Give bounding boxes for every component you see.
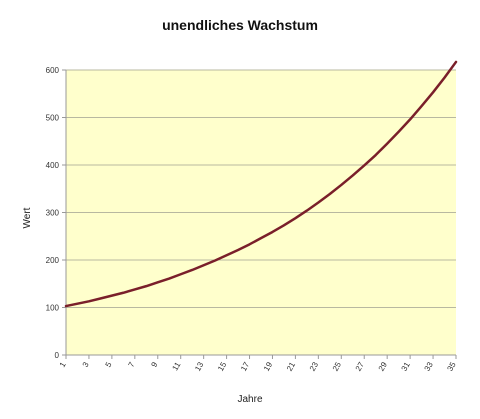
x-tick-label: 9	[149, 360, 159, 369]
y-tick-label: 600	[46, 66, 60, 75]
x-axis-ticks: 1 3 5 7 9 11 13 15 17 19 21 23 25 27 29 31 33 35	[58, 355, 458, 373]
x-tick-label: 19	[262, 360, 275, 373]
y-axis-label: Wert	[22, 207, 33, 228]
x-tick-label: 1	[58, 360, 68, 369]
x-tick-label: 25	[331, 360, 344, 373]
series-line-1	[64, 60, 458, 308]
y-tick-label: 0	[55, 351, 60, 360]
x-tick-label: 11	[170, 360, 182, 372]
x-tick-label: 33	[423, 360, 436, 373]
x-tick-label: 17	[239, 360, 252, 373]
x-tick-label: 15	[216, 360, 229, 373]
x-axis-label: Jahre	[237, 394, 262, 405]
x-tick-label: 23	[308, 360, 321, 373]
x-tick-label: 27	[354, 360, 367, 373]
x-tick-label: 31	[400, 360, 413, 373]
y-axis-ticks: 0 100 200 300 400 500 600	[46, 66, 66, 360]
series-group	[64, 60, 458, 308]
y-tick-label: 500	[46, 114, 60, 123]
y-tick-label: 400	[46, 161, 60, 170]
x-tick-label: 35	[445, 360, 458, 373]
chart-title: unendliches Wachstum	[162, 17, 318, 33]
y-tick-label: 300	[46, 209, 60, 218]
x-tick-label: 5	[104, 360, 114, 369]
x-tick-label: 21	[285, 360, 298, 373]
x-tick-label: 29	[377, 360, 390, 373]
y-tick-label: 200	[46, 256, 60, 265]
x-tick-label: 7	[127, 360, 137, 369]
x-tick-label: 13	[193, 360, 206, 373]
y-tick-label: 100	[46, 304, 60, 313]
x-tick-label: 3	[81, 360, 91, 369]
